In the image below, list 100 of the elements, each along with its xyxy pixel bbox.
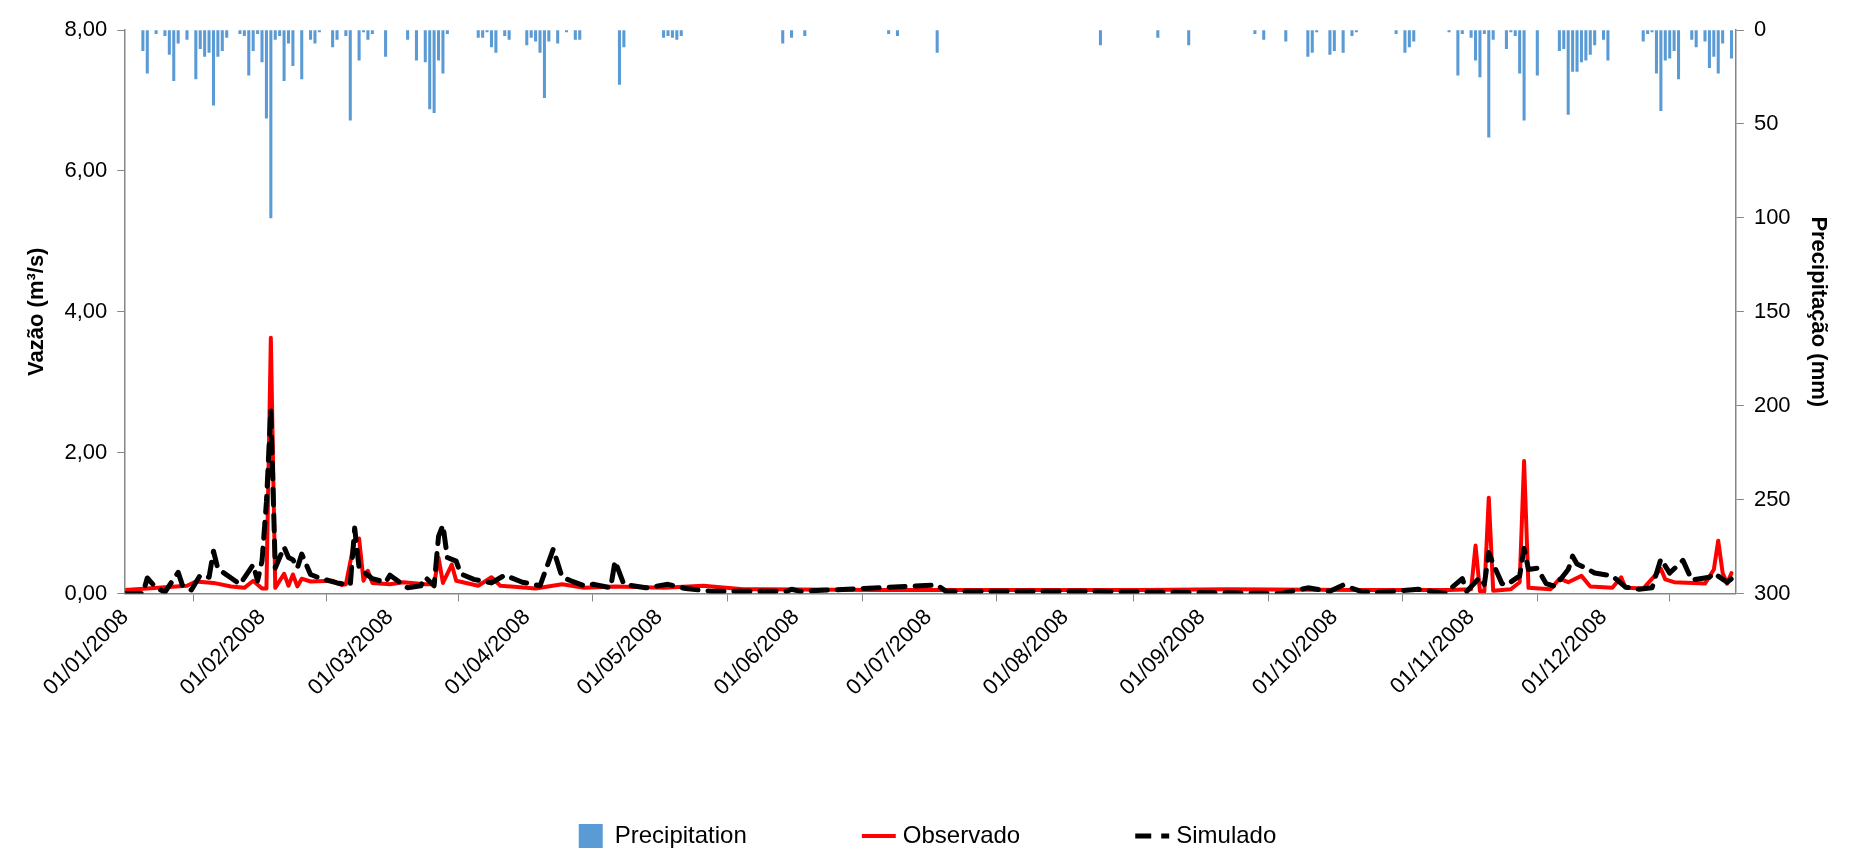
bar xyxy=(1156,30,1160,38)
bar xyxy=(1557,30,1561,51)
bar xyxy=(573,30,577,40)
bar xyxy=(1677,30,1681,80)
y2-tick-label: 50 xyxy=(1753,109,1779,135)
bar xyxy=(278,30,282,36)
bar xyxy=(313,30,317,44)
bar xyxy=(1535,30,1539,76)
bar xyxy=(141,30,145,51)
bar xyxy=(335,30,339,40)
bar xyxy=(366,30,370,40)
bar xyxy=(1460,30,1464,35)
bar xyxy=(432,30,436,113)
bar xyxy=(1098,30,1102,46)
bar xyxy=(679,30,683,36)
bar xyxy=(309,30,313,40)
legend-label: Simulado xyxy=(1176,820,1277,848)
bar xyxy=(503,30,507,36)
bar xyxy=(1394,30,1398,35)
bar xyxy=(445,30,449,35)
bar xyxy=(291,30,295,67)
bar xyxy=(617,30,621,85)
bar xyxy=(1262,30,1266,40)
bar xyxy=(670,30,674,38)
bar xyxy=(1707,30,1711,68)
bar xyxy=(529,30,533,38)
y2-axis-title: Precipitação (mm) xyxy=(1806,216,1832,408)
bar xyxy=(556,30,560,44)
y2-tick-label: 100 xyxy=(1753,203,1791,229)
bar xyxy=(1584,30,1588,61)
bar xyxy=(1284,30,1288,42)
y2-tick-label: 200 xyxy=(1753,391,1791,417)
bar xyxy=(185,30,189,40)
bar xyxy=(1350,30,1354,36)
bar xyxy=(1588,30,1592,55)
bar xyxy=(300,30,304,80)
bar xyxy=(1659,30,1663,112)
bar xyxy=(273,30,277,40)
bar xyxy=(578,30,582,40)
bar xyxy=(1332,30,1336,51)
bar xyxy=(666,30,670,36)
bar xyxy=(675,30,679,40)
bar xyxy=(1518,30,1522,74)
y-tick-label: 8,00 xyxy=(64,16,108,42)
bar xyxy=(1187,30,1191,46)
bar xyxy=(211,30,216,106)
bar xyxy=(1641,30,1645,42)
bar xyxy=(1729,30,1734,59)
bar xyxy=(895,30,899,36)
bar xyxy=(887,30,891,35)
bar xyxy=(476,30,480,38)
bar xyxy=(331,30,335,48)
bar xyxy=(441,30,445,74)
bar xyxy=(428,30,432,110)
bar xyxy=(269,30,273,219)
bar xyxy=(247,30,251,76)
bar xyxy=(1354,30,1358,33)
bar xyxy=(1310,30,1314,53)
bar xyxy=(194,30,198,80)
bar xyxy=(1487,30,1491,138)
y2-tick-label: 0 xyxy=(1753,16,1767,42)
bar xyxy=(406,30,410,40)
bar xyxy=(1341,30,1345,53)
bar xyxy=(564,30,569,33)
bar xyxy=(1522,30,1526,121)
bar xyxy=(1562,30,1566,50)
bar xyxy=(1306,30,1310,57)
bar xyxy=(494,30,498,53)
bar xyxy=(1456,30,1460,76)
bar xyxy=(176,30,180,44)
bar xyxy=(220,30,224,51)
bar xyxy=(1694,30,1698,48)
bar xyxy=(935,30,939,53)
bar xyxy=(662,30,666,38)
bar xyxy=(145,30,149,74)
bar xyxy=(1491,30,1495,40)
bar xyxy=(525,30,529,46)
bar xyxy=(172,30,176,82)
bar xyxy=(163,30,167,36)
y-axis-title: Vazão (m³/s) xyxy=(23,247,49,376)
legend-label: Observado xyxy=(902,820,1021,848)
bar xyxy=(1606,30,1610,61)
legend-label: Precipitation xyxy=(614,820,747,848)
bar xyxy=(542,30,546,98)
bar xyxy=(1663,30,1667,61)
bar xyxy=(790,30,794,38)
y-tick-label: 0,00 xyxy=(64,579,108,605)
bar xyxy=(781,30,785,44)
bar xyxy=(238,30,242,35)
bar xyxy=(251,30,255,51)
bar xyxy=(1253,30,1257,35)
bar xyxy=(1575,30,1579,72)
bar xyxy=(481,30,485,38)
bar xyxy=(1447,30,1451,33)
y-tick-label: 4,00 xyxy=(64,297,108,323)
bar xyxy=(348,30,352,121)
bar xyxy=(1407,30,1411,48)
y-tick-label: 6,00 xyxy=(64,156,108,182)
bar xyxy=(507,30,511,40)
bar xyxy=(1668,30,1672,59)
